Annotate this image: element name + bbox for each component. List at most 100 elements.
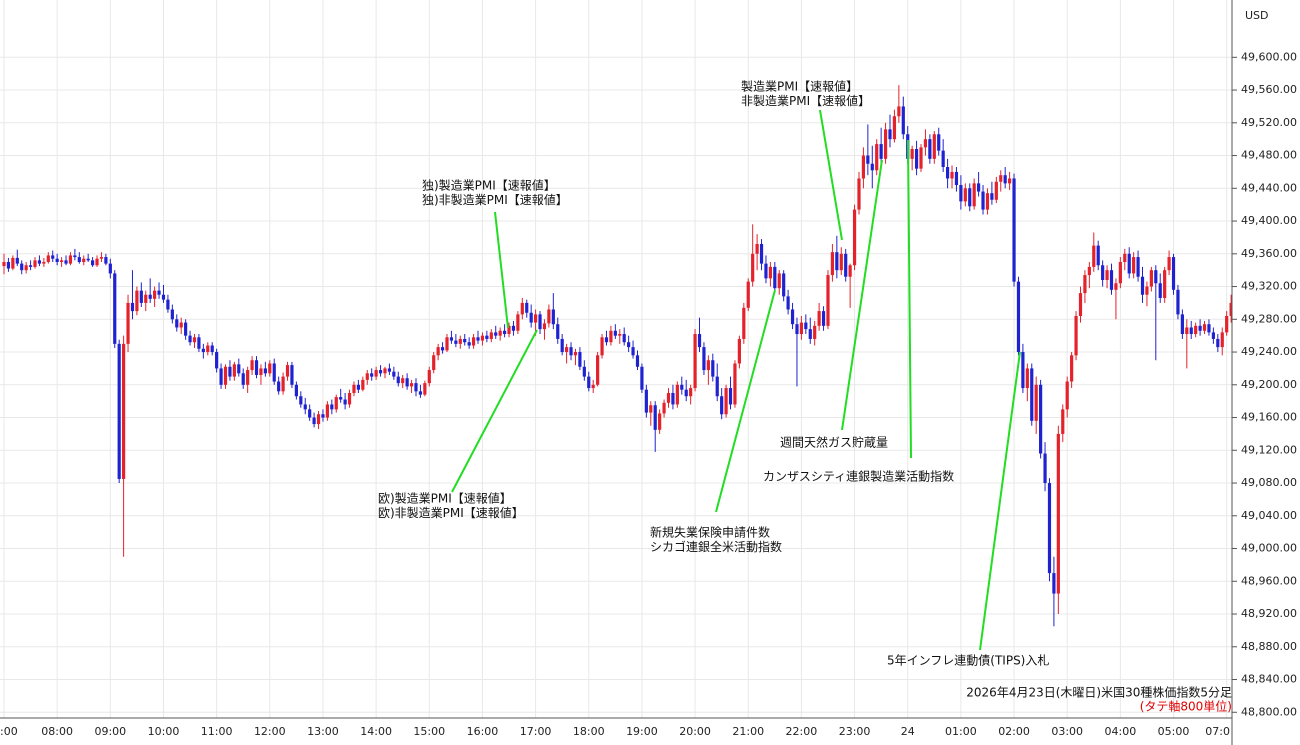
- grid: [0, 0, 1232, 718]
- annotation-text: 独)製造業PMI【速報値】: [422, 178, 556, 193]
- x-tick-label: 10:00: [148, 725, 180, 738]
- x-tick-label: 19:00: [626, 725, 658, 738]
- candle-body: [999, 175, 1003, 182]
- candle-body: [405, 378, 409, 387]
- candle-body: [1225, 316, 1229, 333]
- y-tick-label: 49,120.00: [1241, 443, 1297, 456]
- candle-body: [55, 258, 59, 262]
- candle-body: [613, 330, 617, 336]
- candle-body: [1163, 270, 1167, 299]
- candle-body: [370, 373, 374, 377]
- candle-body: [325, 404, 329, 418]
- candle-body: [852, 209, 857, 266]
- x-tick-label: 02:00: [998, 725, 1030, 738]
- candle-body: [95, 258, 99, 266]
- candle-body: [104, 257, 108, 264]
- candle-body: [830, 252, 835, 276]
- candle-body: [476, 337, 480, 341]
- candle-body: [790, 309, 795, 325]
- x-tick-label: 22:00: [786, 725, 818, 738]
- candle-body: [502, 330, 507, 335]
- annotation-text: 週間天然ガス貯蔵量: [780, 435, 888, 450]
- candle-body: [206, 345, 210, 353]
- candle-body: [746, 281, 750, 308]
- y-tick-label: 49,080.00: [1241, 476, 1297, 489]
- y-tick-label: 49,280.00: [1241, 312, 1297, 325]
- candle-body: [516, 314, 520, 331]
- candle-body: [525, 302, 529, 313]
- candle-body: [219, 368, 223, 385]
- candle-body: [733, 363, 737, 405]
- candle-body: [383, 368, 387, 374]
- candle-body: [316, 414, 321, 425]
- candle-body: [449, 337, 454, 341]
- candle-body: [401, 378, 405, 384]
- candle-body: [835, 252, 839, 271]
- candle-body: [321, 414, 325, 418]
- candle-body: [848, 265, 852, 277]
- candle-body: [440, 347, 445, 351]
- candle-body: [20, 263, 24, 271]
- candle-body: [649, 405, 653, 413]
- candle-body: [144, 294, 148, 303]
- candle-body: [627, 342, 631, 348]
- y-tick-label: 49,600.00: [1241, 50, 1297, 63]
- candle-body: [409, 383, 414, 387]
- y-tick-label: 49,480.00: [1241, 149, 1297, 162]
- candle-body: [2, 261, 6, 267]
- y-tick-label: 48,880.00: [1241, 640, 1297, 653]
- candle-body: [1025, 368, 1029, 389]
- annotations: 独)製造業PMI【速報値】独)非製造業PMI【速報値】欧)製造業PMI【速報値】…: [378, 79, 1049, 668]
- candle-body: [1003, 175, 1007, 184]
- candle-body: [299, 396, 303, 405]
- candle-body: [1132, 257, 1136, 274]
- candle-body: [480, 335, 485, 341]
- candle-body: [175, 319, 179, 328]
- candle-body: [91, 260, 95, 266]
- candle-body: [1202, 324, 1207, 331]
- candle-body: [892, 116, 897, 140]
- candle-body: [666, 392, 671, 403]
- candle-body: [228, 366, 232, 377]
- candle-body: [1185, 327, 1189, 335]
- candle-body: [122, 343, 126, 479]
- candle-body: [662, 402, 666, 414]
- candle-body: [427, 370, 431, 384]
- candle-body: [285, 365, 290, 377]
- candle-body: [170, 309, 174, 320]
- currency: USD: [1245, 9, 1269, 22]
- candle-body: [1087, 266, 1091, 276]
- candle-body: [565, 347, 569, 353]
- candle-body: [573, 352, 578, 356]
- candle-body: [1154, 270, 1158, 284]
- candle-body: [861, 155, 866, 179]
- candle-body: [210, 345, 214, 353]
- candle-body: [1194, 325, 1198, 335]
- candle-body: [689, 388, 693, 397]
- candle-body: [68, 255, 73, 264]
- candle-body: [635, 355, 640, 367]
- annotation-text: 欧)非製造業PMI【速報値】: [378, 505, 524, 520]
- candle-body: [343, 399, 347, 405]
- candle-body: [799, 322, 803, 335]
- candle-body: [897, 106, 901, 117]
- candle-body: [813, 325, 817, 339]
- candle-body: [596, 355, 600, 385]
- candle-body: [914, 149, 919, 169]
- candle-body: [15, 257, 19, 264]
- candle-body: [1034, 384, 1038, 421]
- candle-body: [352, 384, 356, 393]
- candle-body: [680, 384, 684, 390]
- candle-body: [223, 366, 228, 385]
- candle-body: [1127, 253, 1131, 274]
- x-tick-label: 03:00: [1051, 725, 1083, 738]
- annotation-leader: [494, 211, 509, 329]
- candle-body: [108, 263, 112, 274]
- candle-body: [923, 139, 928, 148]
- candle-body: [1008, 178, 1012, 184]
- candle-body: [82, 258, 86, 262]
- candle-body: [724, 388, 728, 415]
- candle-body: [356, 384, 360, 390]
- candle-body: [968, 188, 972, 207]
- candle-body: [1061, 409, 1065, 434]
